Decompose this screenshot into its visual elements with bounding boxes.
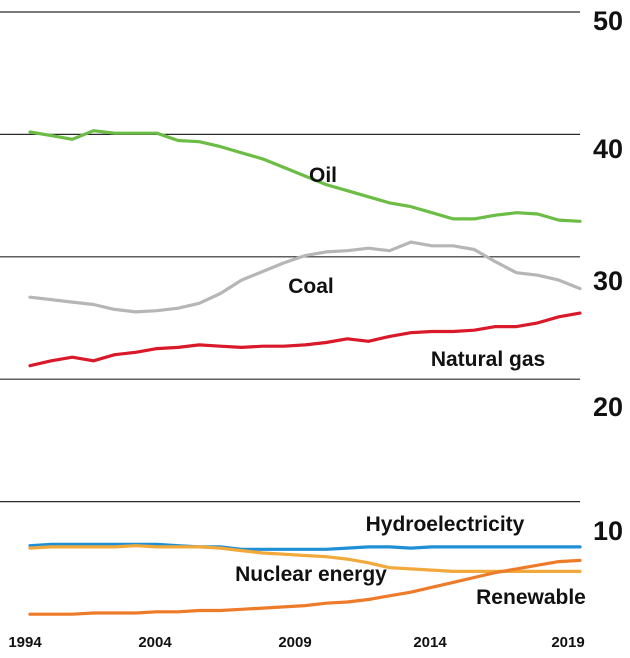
series-label-renewable: Renewable [476,586,586,609]
x-tick-2014: 2014 [413,634,447,651]
gridlines [0,11,580,503]
series-label-nuclear-energy: Nuclear energy [235,563,387,586]
series-line-natural-gas [28,311,582,368]
x-tick-2009: 2009 [278,634,311,651]
y-tick-40: 40 [593,134,623,164]
y-tick-50: 50 [593,6,623,36]
x-axis-ticks: 1994 2004 2009 2014 2019 [8,634,584,651]
series-label-hydroelectricity: Hydroelectricity [366,513,525,536]
series-line-nuclear-energy [28,544,582,574]
series-line-coal [28,240,582,314]
y-tick-20: 20 [593,392,623,422]
x-tick-2004: 2004 [138,634,172,651]
series-label-natural-gas: Natural gas [431,348,545,371]
series-line-hydroelectricity [28,542,582,551]
x-tick-2019: 2019 [551,634,584,651]
y-tick-10: 10 [593,516,623,546]
series-label-coal: Coal [288,275,334,298]
series-lines [28,129,582,616]
series-line-renewable [28,558,582,616]
x-tick-1994: 1994 [8,634,42,651]
series-label-oil: Oil [309,164,337,187]
series-labels: Oil Coal Natural gas Hydroelectricity Nu… [235,164,586,609]
y-tick-30: 30 [593,266,623,296]
series-line-oil [28,129,582,223]
y-axis-ticks: 10 20 30 40 50 [593,6,623,546]
